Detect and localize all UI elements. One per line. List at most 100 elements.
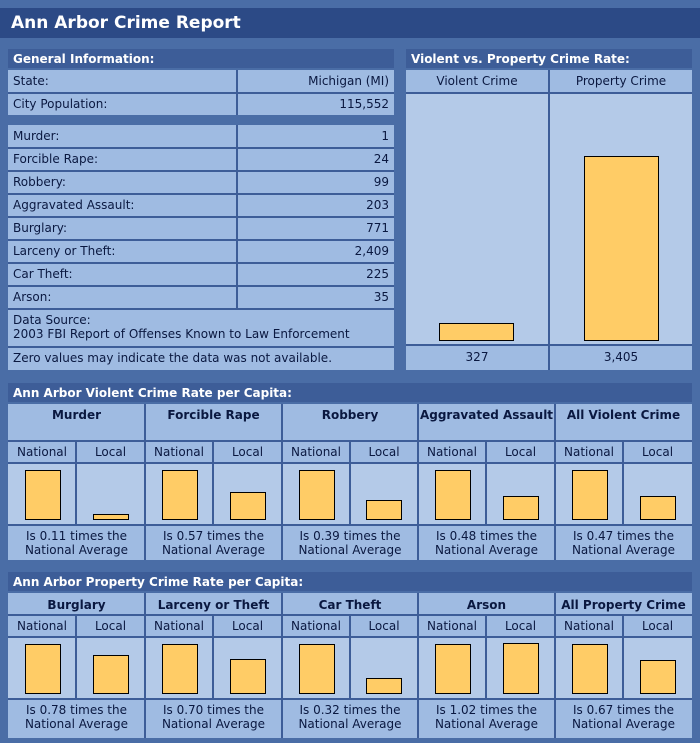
- crime-name: Arson: [466, 598, 507, 612]
- divider: [406, 344, 692, 346]
- local-bar: [93, 514, 129, 520]
- crime-label: Murder:: [13, 129, 60, 143]
- population-value: 115,552: [339, 97, 389, 111]
- divider: [8, 216, 394, 218]
- ratio-text: Is 0.47 times the: [572, 529, 674, 543]
- divider: [8, 524, 145, 526]
- divider: [212, 614, 214, 698]
- ratio-note: Is 0.70 times the National Average: [145, 703, 282, 731]
- local-label: Local: [368, 619, 400, 633]
- divider: [548, 70, 550, 370]
- ratio-note: Is 0.67 times the National Average: [555, 703, 692, 731]
- ratio-text: National Average: [24, 543, 129, 557]
- local-bar: [640, 496, 676, 520]
- divider: [282, 524, 418, 526]
- divider: [622, 614, 624, 698]
- violent-vs-property-panel: Violent Crime Property Crime 327 3,405: [406, 70, 692, 370]
- list-item: Larceny or Theft: 2,409: [8, 241, 394, 264]
- divider: [8, 308, 394, 310]
- divider: [554, 404, 556, 560]
- property-per-capita-header: Ann Arbor Property Crime Rate per Capita…: [8, 572, 692, 591]
- crime-column: All Violent Crime National Local Is 0.47 ti…: [555, 404, 692, 560]
- ratio-text: Is 0.70 times the: [162, 703, 264, 717]
- divider: [485, 614, 487, 698]
- list-item: Forcible Rape: 24: [8, 149, 394, 172]
- divider: [75, 614, 77, 698]
- divider: [8, 92, 394, 94]
- crime-value: 1: [381, 129, 389, 143]
- ratio-text: National Average: [298, 717, 402, 731]
- divider: [349, 614, 351, 698]
- ratio-text: National Average: [24, 717, 129, 731]
- local-bar: [640, 660, 676, 694]
- divider: [417, 404, 419, 560]
- divider: [485, 440, 487, 524]
- divider: [8, 346, 394, 348]
- violent-crime-label: Violent Crime: [436, 74, 518, 88]
- national-label: National: [563, 445, 614, 459]
- crime-name: Larceny or Theft: [157, 598, 270, 612]
- ratio-text: Is 0.78 times the: [25, 703, 127, 717]
- data-source-label: Data Source:: [13, 313, 91, 327]
- list-item: Burglary: 771: [8, 218, 394, 241]
- local-label: Local: [231, 445, 264, 459]
- crime-name: Car Theft: [318, 598, 382, 612]
- crime-name: Aggravated Assault: [419, 408, 554, 422]
- violent-per-capita-header: Ann Arbor Violent Crime Rate per Capita:: [8, 383, 692, 402]
- crime-label: Robbery:: [13, 175, 66, 189]
- national-label: National: [290, 619, 341, 633]
- crime-column: Burglary National Local Is 0.78 times the Na…: [8, 593, 145, 738]
- national-bar: [162, 644, 198, 694]
- ratio-note: Is 0.39 times the National Average: [282, 529, 418, 557]
- national-bar: [299, 470, 335, 520]
- violent-crime-bar: [439, 323, 514, 341]
- data-source-value: 2003 FBI Report of Offenses Known to Law…: [13, 327, 350, 341]
- local-bar: [366, 500, 402, 520]
- national-bar: [25, 470, 61, 520]
- ratio-text: Is 0.57 times the: [162, 529, 264, 543]
- divider: [145, 698, 282, 700]
- crime-label: Burglary:: [13, 221, 68, 235]
- national-bar: [162, 470, 198, 520]
- list-item: Arson: 35: [8, 287, 394, 310]
- state-value: Michigan (MI): [308, 74, 389, 88]
- local-label: Local: [504, 445, 537, 459]
- divider: [555, 698, 692, 700]
- crime-name: Forcible Rape: [167, 408, 260, 422]
- divider: [144, 593, 146, 738]
- national-bar: [25, 644, 61, 694]
- list-item: Aggravated Assault: 203: [8, 195, 394, 218]
- ratio-text: National Average: [161, 717, 266, 731]
- property-crime-label: Property Crime: [575, 74, 667, 88]
- crime-column: Aggravated Assault National Local Is 0.48 t…: [418, 404, 555, 560]
- ratio-text: Is 0.11 times the: [25, 529, 127, 543]
- ratio-text: Is 0.32 times the: [299, 703, 401, 717]
- national-bar: [299, 644, 335, 694]
- crime-label: Forcible Rape:: [13, 152, 99, 166]
- national-label: National: [16, 619, 67, 633]
- ratio-note: Is 0.32 times the National Average: [282, 703, 418, 731]
- crime-value: 203: [366, 198, 389, 212]
- divider: [8, 193, 394, 195]
- population-label: City Population:: [13, 97, 108, 111]
- crime-value: 35: [373, 290, 389, 304]
- national-label: National: [426, 619, 477, 633]
- crime-column: Larceny or Theft National Local Is 0.70 tim…: [145, 593, 282, 738]
- crime-column: Car Theft National Local Is 0.32 times the N…: [282, 593, 418, 738]
- divider: [8, 285, 394, 287]
- divider: [554, 593, 556, 738]
- crime-value: 771: [366, 221, 389, 235]
- local-label: Local: [94, 619, 127, 633]
- crime-label: Larceny or Theft:: [13, 244, 116, 258]
- ratio-text: Is 0.48 times the: [435, 529, 537, 543]
- state-label: State:: [13, 74, 49, 88]
- ratio-text: Is 0.39 times the: [299, 529, 401, 543]
- local-label: Local: [641, 445, 674, 459]
- ratio-note: Is 1.02 times the National Average: [418, 703, 555, 731]
- ratio-note: Is 0.11 times the National Average: [8, 529, 145, 557]
- local-bar: [366, 678, 402, 694]
- crime-column: Robbery National Local Is 0.39 times the Nat…: [282, 404, 418, 560]
- divider: [282, 698, 418, 700]
- list-item: Robbery: 99: [8, 172, 394, 195]
- national-label: National: [426, 445, 477, 459]
